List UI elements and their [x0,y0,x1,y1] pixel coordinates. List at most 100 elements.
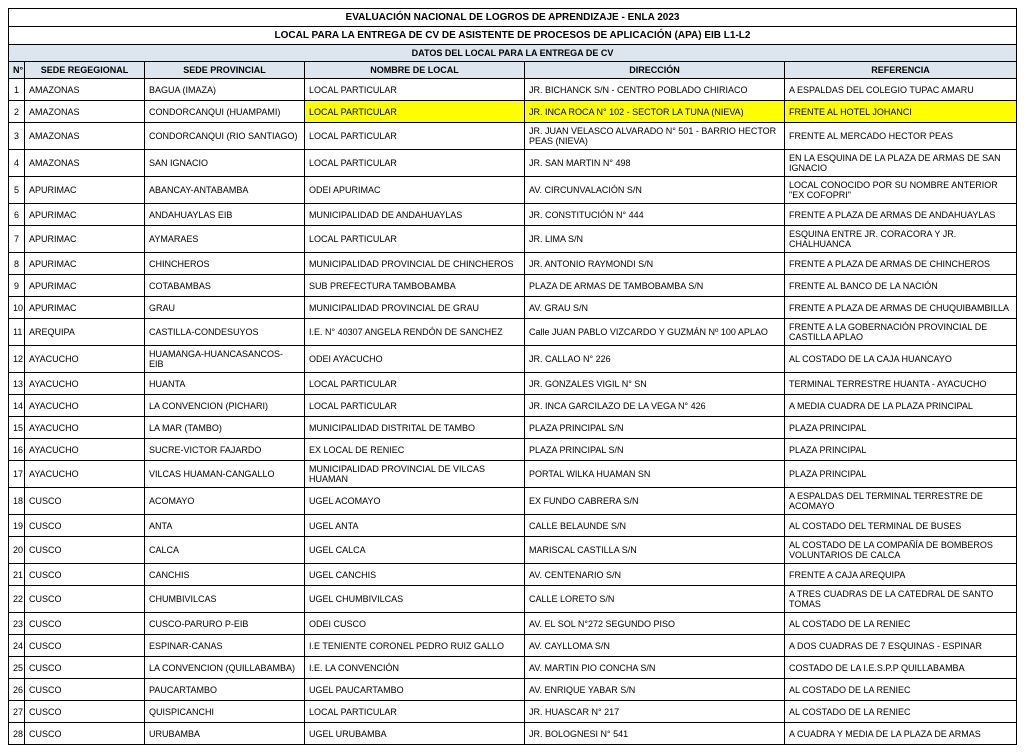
table-row: 5APURIMACABANCAY-ANTABAMBAODEI APURIMACA… [9,177,1017,204]
cell-local: UGEL URUBAMBA [305,723,525,745]
cell-referencia: FRENTE A PLAZA DE ARMAS DE ANDAHUAYLAS [785,204,1017,226]
cell-regional: CUSCO [25,701,145,723]
cell-n: 13 [9,373,25,395]
cell-n: 6 [9,204,25,226]
cell-regional: AMAZONAS [25,123,145,150]
cell-local: UGEL CALCA [305,537,525,564]
cell-referencia: FRENTE AL HOTEL JOHANCI [785,101,1017,123]
cell-n: 19 [9,515,25,537]
cell-regional: APURIMAC [25,204,145,226]
cell-regional: CUSCO [25,613,145,635]
cell-referencia: A MEDIA CUADRA DE LA PLAZA PRINCIPAL [785,395,1017,417]
cell-local: MUNICIPALIDAD PROVINCIAL DE CHINCHEROS [305,253,525,275]
table-row: 16AYACUCHOSUCRE-VICTOR FAJARDOEX LOCAL D… [9,439,1017,461]
cell-n: 16 [9,439,25,461]
cell-direccion: AV. ENRIQUE YABAR S/N [525,679,785,701]
cell-local: LOCAL PARTICULAR [305,101,525,123]
cell-n: 21 [9,564,25,586]
table-row: 28CUSCOURUBAMBAUGEL URUBAMBAJR. BOLOGNES… [9,723,1017,745]
cell-provincial: COTABAMBAS [145,275,305,297]
cell-referencia: EN LA ESQUINA DE LA PLAZA DE ARMAS DE SA… [785,150,1017,177]
cell-local: UGEL ACOMAYO [305,488,525,515]
col-header-referencia: REFERENCIA [785,62,1017,79]
subtitle: DATOS DEL LOCAL PARA LA ENTREGA DE CV [9,45,1017,62]
cell-regional: CUSCO [25,488,145,515]
cell-local: LOCAL PARTICULAR [305,373,525,395]
cell-provincial: ESPINAR-CANAS [145,635,305,657]
cell-local: LOCAL PARTICULAR [305,701,525,723]
cell-provincial: CANCHIS [145,564,305,586]
cell-regional: AYACUCHO [25,395,145,417]
cell-regional: CUSCO [25,635,145,657]
cell-direccion: JR. ANTONIO RAYMONDI S/N [525,253,785,275]
cell-local: I.E TENIENTE CORONEL PEDRO RUIZ GALLO [305,635,525,657]
cell-referencia: AL COSTADO DEL TERMINAL DE BUSES [785,515,1017,537]
cell-n: 17 [9,461,25,488]
cell-direccion: CALLE LORETO S/N [525,586,785,613]
cell-provincial: CASTILLA-CONDESUYOS [145,319,305,346]
cell-local: LOCAL PARTICULAR [305,123,525,150]
table-row: 19CUSCOANTAUGEL ANTACALLE BELAUNDE S/NAL… [9,515,1017,537]
cell-referencia: LOCAL CONOCIDO POR SU NOMBRE ANTERIOR "E… [785,177,1017,204]
table-row: 23CUSCOCUSCO-PARURO P-EIBODEI CUSCOAV. E… [9,613,1017,635]
cell-n: 1 [9,79,25,101]
table-row: 8APURIMACCHINCHEROSMUNICIPALIDAD PROVINC… [9,253,1017,275]
cell-n: 3 [9,123,25,150]
cell-n: 4 [9,150,25,177]
cell-provincial: PAUCARTAMBO [145,679,305,701]
cell-regional: AYACUCHO [25,439,145,461]
cell-referencia: PLAZA PRINCIPAL [785,439,1017,461]
title-row-2: LOCAL PARA LA ENTREGA DE CV DE ASISTENTE… [9,27,1017,45]
cell-regional: CUSCO [25,679,145,701]
cell-provincial: CONDORCANQUI (HUAMPAMI) [145,101,305,123]
cell-direccion: JR. INCA ROCA N° 102 - SECTOR LA TUNA (N… [525,101,785,123]
cell-referencia: FRENTE A CAJA AREQUIPA [785,564,1017,586]
cell-direccion: JR. CALLAO N° 226 [525,346,785,373]
cell-direccion: CALLE BELAUNDE S/N [525,515,785,537]
cell-n: 11 [9,319,25,346]
cell-local: MUNICIPALIDAD DE ANDAHUAYLAS [305,204,525,226]
cell-direccion: PLAZA DE ARMAS DE TAMBOBAMBA S/N [525,275,785,297]
col-header-n: N° [9,62,25,79]
table-row: 11AREQUIPACASTILLA-CONDESUYOSI.E. N° 403… [9,319,1017,346]
cell-regional: APURIMAC [25,275,145,297]
cell-provincial: HUAMANGA-HUANCASANCOS- EIB [145,346,305,373]
cell-direccion: JR. JUAN VELASCO ALVARADO N° 501 - BARRI… [525,123,785,150]
cell-local: SUB PREFECTURA TAMBOBAMBA [305,275,525,297]
cell-regional: CUSCO [25,564,145,586]
cell-direccion: JR. LIMA S/N [525,226,785,253]
cell-provincial: GRAU [145,297,305,319]
cell-n: 23 [9,613,25,635]
cell-n: 28 [9,723,25,745]
table-row: 25CUSCOLA CONVENCION (QUILLABAMBA)I.E. L… [9,657,1017,679]
cell-regional: AREQUIPA [25,319,145,346]
cell-provincial: LA CONVENCION (QUILLABAMBA) [145,657,305,679]
column-header-row: N° SEDE REGEGIONAL SEDE PROVINCIAL NOMBR… [9,62,1017,79]
cell-provincial: SUCRE-VICTOR FAJARDO [145,439,305,461]
cell-regional: AYACUCHO [25,417,145,439]
table-row: 17AYACUCHOVILCAS HUAMAN-CANGALLOMUNICIPA… [9,461,1017,488]
cell-n: 12 [9,346,25,373]
cell-provincial: URUBAMBA [145,723,305,745]
cell-referencia: ESQUINA ENTRE JR. CORACORA Y JR. CHALHUA… [785,226,1017,253]
cell-referencia: AL COSTADO DE LA RENIEC [785,701,1017,723]
table-row: 12AYACUCHOHUAMANGA-HUANCASANCOS- EIBODEI… [9,346,1017,373]
title-row-1: EVALUACIÓN NACIONAL DE LOGROS DE APRENDI… [9,9,1017,27]
table-row: 13AYACUCHOHUANTALOCAL PARTICULARJR. GONZ… [9,373,1017,395]
cell-local: LOCAL PARTICULAR [305,150,525,177]
table-row: 4AMAZONASSAN IGNACIOLOCAL PARTICULARJR. … [9,150,1017,177]
cell-regional: APURIMAC [25,226,145,253]
cell-n: 24 [9,635,25,657]
cell-referencia: A DOS CUADRAS DE 7 ESQUINAS - ESPINAR [785,635,1017,657]
cell-local: LOCAL PARTICULAR [305,79,525,101]
table-row: 26CUSCOPAUCARTAMBOUGEL PAUCARTAMBOAV. EN… [9,679,1017,701]
cell-regional: CUSCO [25,657,145,679]
title-1: EVALUACIÓN NACIONAL DE LOGROS DE APRENDI… [9,9,1017,27]
cell-n: 14 [9,395,25,417]
table-row: 10APURIMACGRAUMUNICIPALIDAD PROVINCIAL D… [9,297,1017,319]
cell-provincial: LA CONVENCION (PICHARI) [145,395,305,417]
cell-regional: AMAZONAS [25,150,145,177]
cell-provincial: CONDORCANQUI (RIO SANTIAGO) [145,123,305,150]
cell-direccion: JR. CONSTITUCIÓN N° 444 [525,204,785,226]
cell-local: ODEI AYACUCHO [305,346,525,373]
